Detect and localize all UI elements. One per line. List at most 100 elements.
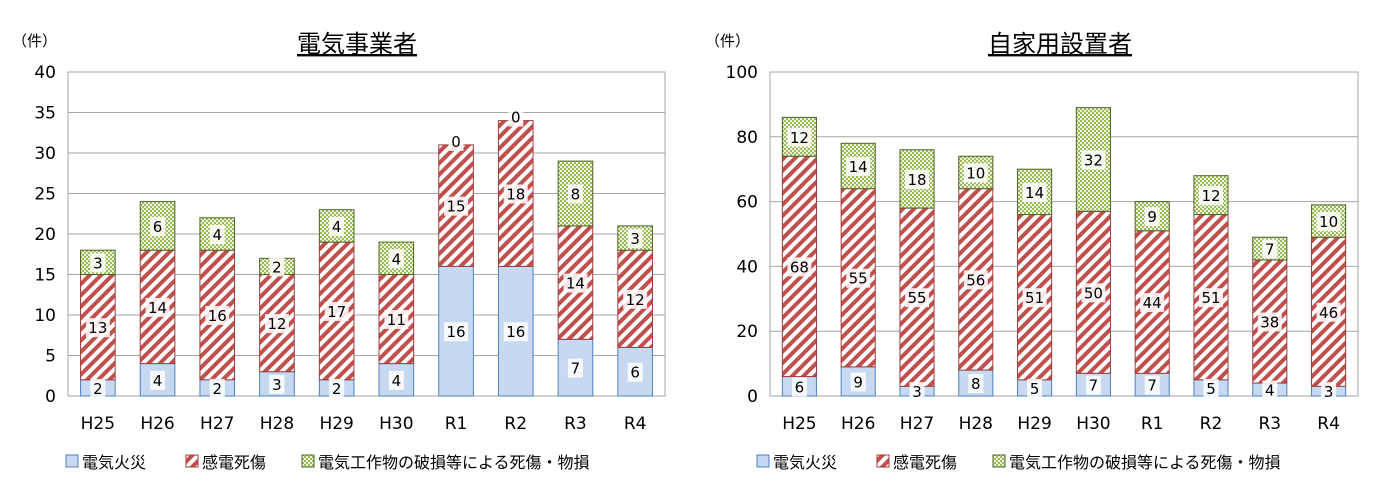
y-tick-label: 80 <box>736 128 758 148</box>
data-label: 16 <box>447 323 466 341</box>
data-label-bg <box>384 310 409 330</box>
legend-swatch-damage <box>992 454 1006 468</box>
data-label: 7 <box>1265 241 1275 259</box>
data-label: 12 <box>1201 187 1220 205</box>
data-label: 46 <box>1319 304 1338 322</box>
data-label-bg <box>90 253 106 273</box>
chart-electric-utilities: 電気事業者 （件） 2 13 3 4 14 6 2 16 4 3 12 2 2 17 4 4 11 4 16 15 0 1… <box>12 30 666 472</box>
y-tick-label: 25 <box>34 185 56 205</box>
data-label: 5 <box>1206 380 1216 398</box>
data-label: 12 <box>267 315 286 333</box>
data-label-bg <box>269 257 285 277</box>
data-label-bg <box>1203 378 1219 398</box>
data-label-bg <box>1027 378 1043 398</box>
data-label: 50 <box>1084 284 1103 302</box>
legend: 電気火災 感電死傷 電気工作物の破損等による死傷・物損 <box>756 453 1281 472</box>
data-label-bg <box>508 107 524 127</box>
x-tick-label: R3 <box>564 414 587 434</box>
data-label: 55 <box>849 270 868 288</box>
x-tick-label: H29 <box>319 414 353 434</box>
data-label: 7 <box>571 360 581 378</box>
data-label-bg <box>448 131 464 151</box>
data-label-bg <box>1316 212 1341 232</box>
data-label: 14 <box>566 275 585 293</box>
data-label-bg <box>850 372 866 392</box>
data-label-bg <box>623 289 648 309</box>
x-tick-label: R2 <box>504 414 527 434</box>
data-label-bg <box>329 216 345 236</box>
data-label: 3 <box>630 230 640 248</box>
data-label: 9 <box>1147 208 1157 226</box>
y-unit-label: （件） <box>705 32 750 50</box>
data-label-bg <box>205 306 230 325</box>
x-tick-label: H27 <box>900 414 934 434</box>
data-label-bg <box>269 374 285 394</box>
x-tick-label: H26 <box>140 414 174 434</box>
data-label: 17 <box>327 303 346 321</box>
data-label: 12 <box>790 129 809 147</box>
data-label-bg <box>1081 283 1106 303</box>
data-label-bg <box>627 229 643 249</box>
data-label-bg <box>791 377 807 397</box>
data-label: 2 <box>272 258 282 276</box>
data-label-bg <box>846 156 871 176</box>
data-label: 51 <box>1025 289 1044 307</box>
data-label-bg <box>329 378 345 398</box>
data-label-bg <box>627 362 643 382</box>
data-label: 2 <box>93 380 103 398</box>
data-label-bg <box>324 301 349 321</box>
data-label-bg <box>444 196 469 216</box>
data-label: 32 <box>1084 151 1103 169</box>
data-label-bg <box>567 358 583 378</box>
y-tick-label: 5 <box>45 347 56 367</box>
data-label-bg <box>1262 239 1278 259</box>
legend-label-shock: 感電死傷 <box>893 453 957 472</box>
data-label-bg <box>1316 302 1341 322</box>
x-tick-label: H27 <box>200 414 234 434</box>
data-label-bg <box>1199 186 1223 206</box>
data-label: 44 <box>1143 294 1162 312</box>
data-label-bg <box>150 216 166 236</box>
data-label-bg <box>1257 312 1282 332</box>
y-tick-label: 20 <box>34 225 56 245</box>
data-label-bg <box>1262 380 1278 400</box>
data-label-bg <box>85 318 110 338</box>
data-label-bg <box>264 314 289 334</box>
data-label-bg <box>1321 382 1337 402</box>
data-label-bg <box>567 184 583 204</box>
data-label-bg <box>209 225 225 244</box>
x-tick-label: H26 <box>841 414 875 434</box>
legend-swatch-damage <box>301 454 315 468</box>
data-label: 14 <box>148 299 167 317</box>
legend-swatch-fire <box>756 454 770 468</box>
data-label: 8 <box>971 375 981 393</box>
data-label: 6 <box>153 218 163 236</box>
data-label: 4 <box>212 226 222 244</box>
data-label-bg <box>1081 150 1106 170</box>
legend-label-fire: 電気火災 <box>82 453 146 472</box>
data-label: 0 <box>511 109 521 127</box>
x-tick-label: R4 <box>1317 414 1340 434</box>
y-tick-label: 15 <box>34 266 56 286</box>
data-label-bg <box>1144 207 1160 227</box>
data-label: 3 <box>93 254 103 272</box>
y-tick-label: 0 <box>45 387 56 407</box>
legend-label-shock: 感電死傷 <box>202 453 266 472</box>
data-label: 7 <box>1089 377 1099 395</box>
data-label-bg <box>1085 375 1101 395</box>
data-label: 2 <box>212 380 222 398</box>
data-label: 16 <box>208 307 227 325</box>
data-label: 4 <box>332 218 342 236</box>
data-label: 14 <box>1025 184 1044 202</box>
data-label-bg <box>905 288 929 308</box>
x-tick-label: R3 <box>1258 414 1281 434</box>
y-tick-label: 35 <box>34 104 56 124</box>
data-label-bg <box>905 169 929 189</box>
x-tick-label: R1 <box>445 414 468 434</box>
data-label-bg <box>1140 293 1165 313</box>
x-tick-label: H30 <box>1076 414 1110 434</box>
data-label-bg <box>145 297 170 317</box>
x-tick-label: H25 <box>81 414 115 434</box>
x-tick-label: R4 <box>624 414 647 434</box>
